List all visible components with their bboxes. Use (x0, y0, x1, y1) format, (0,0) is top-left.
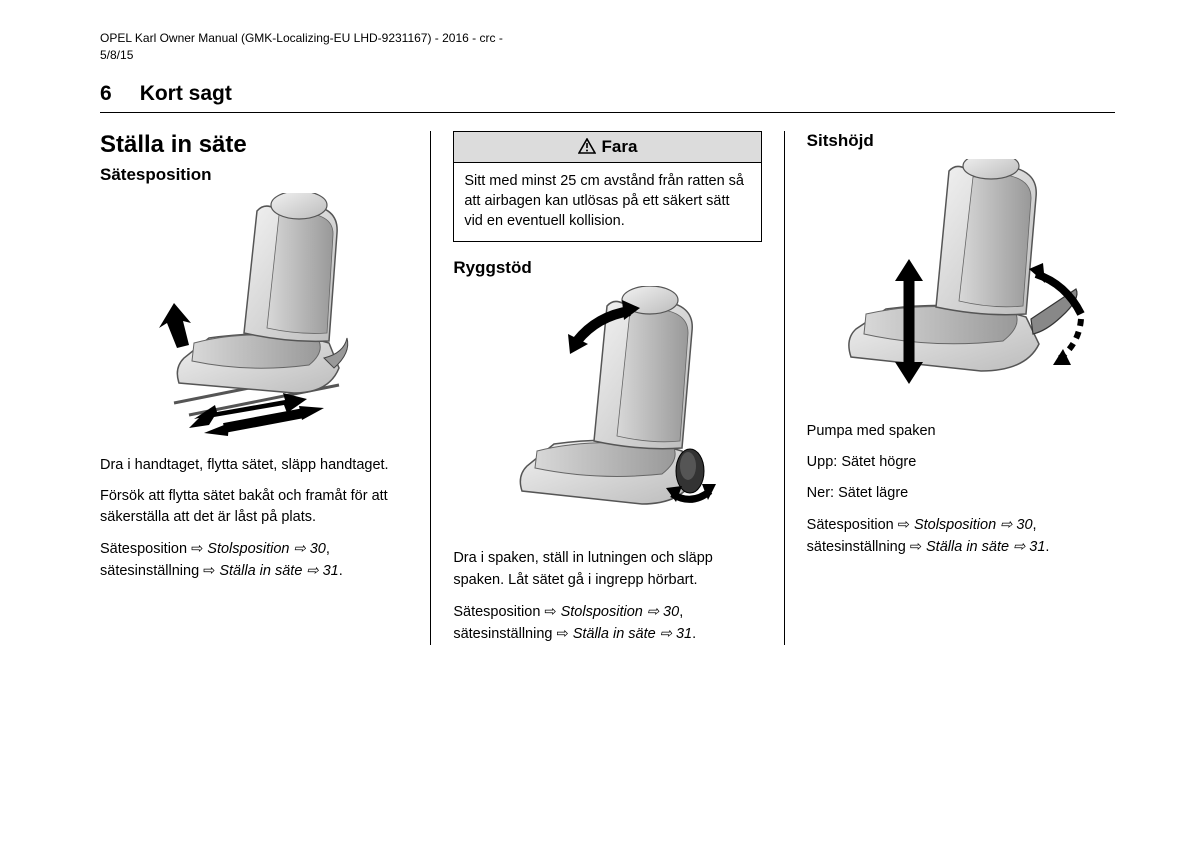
col1-p1: Dra i handtaget, flytta sätet, släpp han… (100, 455, 408, 476)
meta-line-1: OPEL Karl Owner Manual (GMK-Localizing-E… (100, 30, 1115, 47)
arrow-ref-icon: ⇨ (898, 517, 910, 533)
col1-p2: Försök att flytta sätet bakåt och framåt… (100, 486, 408, 528)
arrow-ref-icon: ⇨ (910, 539, 922, 555)
column-3: Sitshöjd (784, 131, 1115, 646)
col2-reference: Sätesposition ⇨ Stolsposition ⇨ 30, säte… (453, 601, 761, 646)
col3-p1: Pumpa med spaken (807, 421, 1115, 442)
arrow-ref-icon: ⇨ (557, 626, 569, 642)
chapter-title: Kort sagt (140, 82, 232, 106)
doc-meta: OPEL Karl Owner Manual (GMK-Localizing-E… (100, 30, 1115, 64)
arrow-ref-icon: ⇨ (544, 604, 556, 620)
col3-reference: Sätesposition ⇨ Stolsposition ⇨ 30, säte… (807, 514, 1115, 559)
seat-position-illustration (100, 193, 408, 443)
warning-triangle-icon (578, 138, 596, 154)
col2-subtitle: Ryggstöd (453, 258, 761, 278)
page-number: 6 (100, 82, 112, 106)
warning-body: Sitt med minst 25 cm avstånd från ratten… (454, 163, 760, 242)
column-2: Fara Sitt med minst 25 cm avstånd från r… (430, 131, 761, 646)
arrow-ref-icon: ⇨ (191, 541, 203, 557)
warning-title: Fara (454, 132, 760, 163)
page-header: 6 Kort sagt (100, 82, 1115, 113)
col3-subtitle: Sitshöjd (807, 131, 1115, 151)
column-1: Ställa in säte Sätesposition (100, 131, 408, 646)
col1-reference: Sätesposition ⇨ Stolsposition ⇨ 30, säte… (100, 538, 408, 583)
arrow-ref-icon: ⇨ (203, 563, 215, 579)
col3-p3: Ner: Sätet lägre (807, 483, 1115, 504)
warning-box: Fara Sitt med minst 25 cm avstånd från r… (453, 131, 761, 243)
meta-line-2: 5/8/15 (100, 47, 1115, 64)
col2-p1: Dra i spaken, ställ in lutningen och slä… (453, 548, 761, 590)
col3-p2: Upp: Sätet högre (807, 452, 1115, 473)
seat-height-illustration (807, 159, 1115, 409)
col1-subtitle: Sätesposition (100, 165, 408, 185)
backrest-illustration (453, 286, 761, 536)
section-title: Ställa in säte (100, 131, 408, 159)
